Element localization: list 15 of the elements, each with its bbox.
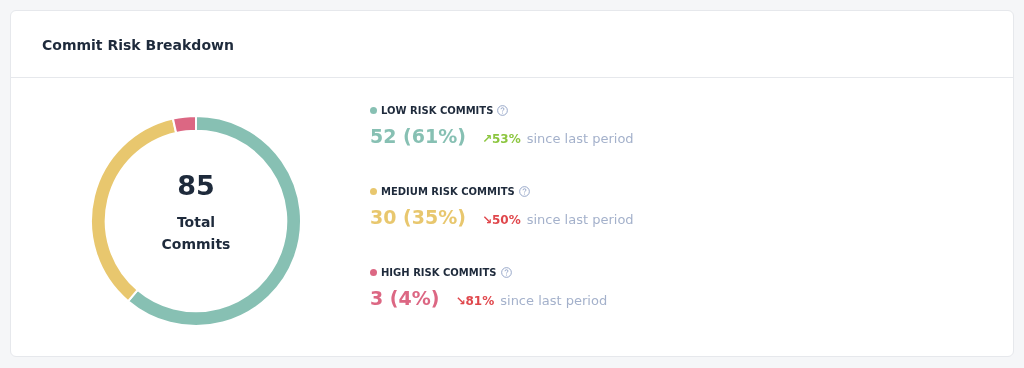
data-label: 3 (4%) — [370, 287, 440, 309]
text: ↘50% — [481, 213, 521, 227]
legend-label: MEDIUM RISK COMMITS — [381, 186, 515, 197]
data-label: 52 (61%) — [370, 125, 466, 147]
text: ↘81% — [455, 294, 495, 308]
text: ↗53% — [481, 132, 521, 146]
chart-title: Commit Risk Breakdown — [42, 37, 234, 53]
text: Total Commits — [161, 213, 231, 254]
text: since last period — [526, 212, 634, 227]
text: since last period — [500, 293, 608, 308]
text: 85 — [176, 170, 216, 201]
legend-label: LOW RISK COMMITS — [381, 105, 494, 116]
data-label: 30 (35%) — [370, 206, 466, 228]
text: since last period — [526, 131, 634, 146]
legend-label: HIGH RISK COMMITS — [381, 267, 497, 278]
